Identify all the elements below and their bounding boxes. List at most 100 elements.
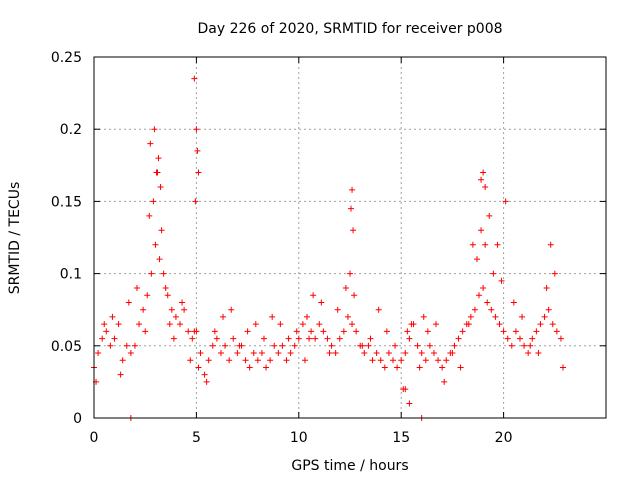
data-point xyxy=(287,350,294,357)
data-point xyxy=(435,357,442,364)
data-point xyxy=(222,342,229,349)
data-point xyxy=(193,126,200,133)
data-point xyxy=(146,212,153,219)
data-point xyxy=(416,364,423,371)
data-point xyxy=(328,342,335,349)
data-point xyxy=(168,306,175,313)
data-point xyxy=(242,357,249,364)
data-point xyxy=(213,335,220,342)
data-point xyxy=(220,313,227,320)
data-point xyxy=(344,313,351,320)
data-point xyxy=(271,342,278,349)
data-point xyxy=(144,292,151,299)
data-point xyxy=(529,335,536,342)
data-point xyxy=(381,364,388,371)
data-point xyxy=(347,270,353,277)
data-point xyxy=(205,357,212,364)
data-point xyxy=(244,328,251,335)
data-point xyxy=(107,342,114,349)
axis-ticks: 0 5 10 15 20 0 0.05 0.1 0.15 0.2 0.25 xyxy=(51,50,606,446)
data-point xyxy=(153,169,160,176)
data-point xyxy=(457,364,464,371)
data-point xyxy=(293,328,300,335)
data-point xyxy=(498,277,505,284)
data-point xyxy=(521,342,528,349)
data-point xyxy=(350,227,357,234)
data-point xyxy=(131,342,138,349)
data-point xyxy=(142,328,149,335)
data-point xyxy=(508,342,515,349)
data-point xyxy=(375,306,382,313)
data-point xyxy=(449,350,456,357)
data-point xyxy=(361,350,368,357)
data-point xyxy=(559,364,566,371)
data-point xyxy=(299,321,306,328)
data-point xyxy=(551,270,558,277)
data-point xyxy=(267,357,274,364)
y-tick-label: 0.25 xyxy=(51,50,82,66)
data-point xyxy=(209,342,216,349)
data-point xyxy=(334,306,341,313)
data-point xyxy=(414,342,421,349)
data-point xyxy=(254,357,261,364)
data-point xyxy=(533,328,540,335)
data-point xyxy=(369,357,376,364)
data-point xyxy=(211,328,218,335)
data-point xyxy=(157,183,164,190)
data-point xyxy=(340,328,347,335)
data-point xyxy=(258,350,265,357)
data-point xyxy=(451,342,458,349)
data-point xyxy=(226,357,233,364)
data-point xyxy=(263,364,270,371)
data-point xyxy=(535,350,542,357)
data-point xyxy=(406,400,413,407)
data-point xyxy=(152,241,159,248)
x-axis-title: GPS time / hours xyxy=(291,458,408,474)
data-point xyxy=(455,335,462,342)
data-point xyxy=(277,321,284,328)
data-point xyxy=(336,335,343,342)
data-point xyxy=(398,357,405,364)
data-point xyxy=(488,306,495,313)
data-point xyxy=(260,335,267,342)
data-point xyxy=(109,313,116,320)
data-point xyxy=(115,321,122,328)
data-point xyxy=(478,176,485,183)
data-point xyxy=(490,270,497,277)
data-point xyxy=(402,386,409,393)
data-point xyxy=(195,169,202,176)
x-tick-label: 15 xyxy=(392,430,410,446)
data-point xyxy=(496,321,503,328)
data-point xyxy=(537,321,544,328)
data-point xyxy=(512,328,519,335)
data-point xyxy=(351,292,358,299)
data-point xyxy=(557,335,564,342)
data-point xyxy=(291,342,298,349)
data-point xyxy=(504,335,511,342)
data-point xyxy=(441,378,448,385)
x-tick-label: 10 xyxy=(290,430,308,446)
data-point xyxy=(228,306,235,313)
data-point xyxy=(430,350,437,357)
data-point xyxy=(156,256,163,263)
data-point xyxy=(471,306,478,313)
plot-frame xyxy=(93,56,607,419)
data-point xyxy=(310,292,317,299)
data-point xyxy=(303,313,310,320)
y-tick-label: 0 xyxy=(73,411,82,427)
data-point xyxy=(151,126,158,133)
data-point xyxy=(418,350,425,357)
data-point xyxy=(197,350,204,357)
data-point xyxy=(424,328,431,335)
data-point xyxy=(246,364,253,371)
grid-lines xyxy=(94,57,606,418)
data-point xyxy=(162,285,169,292)
data-point xyxy=(467,313,474,320)
data-point xyxy=(406,335,413,342)
data-point xyxy=(147,140,154,147)
y-tick-label: 0.2 xyxy=(60,122,82,138)
data-point xyxy=(543,285,550,292)
data-point xyxy=(486,212,493,219)
data-point xyxy=(191,328,198,335)
